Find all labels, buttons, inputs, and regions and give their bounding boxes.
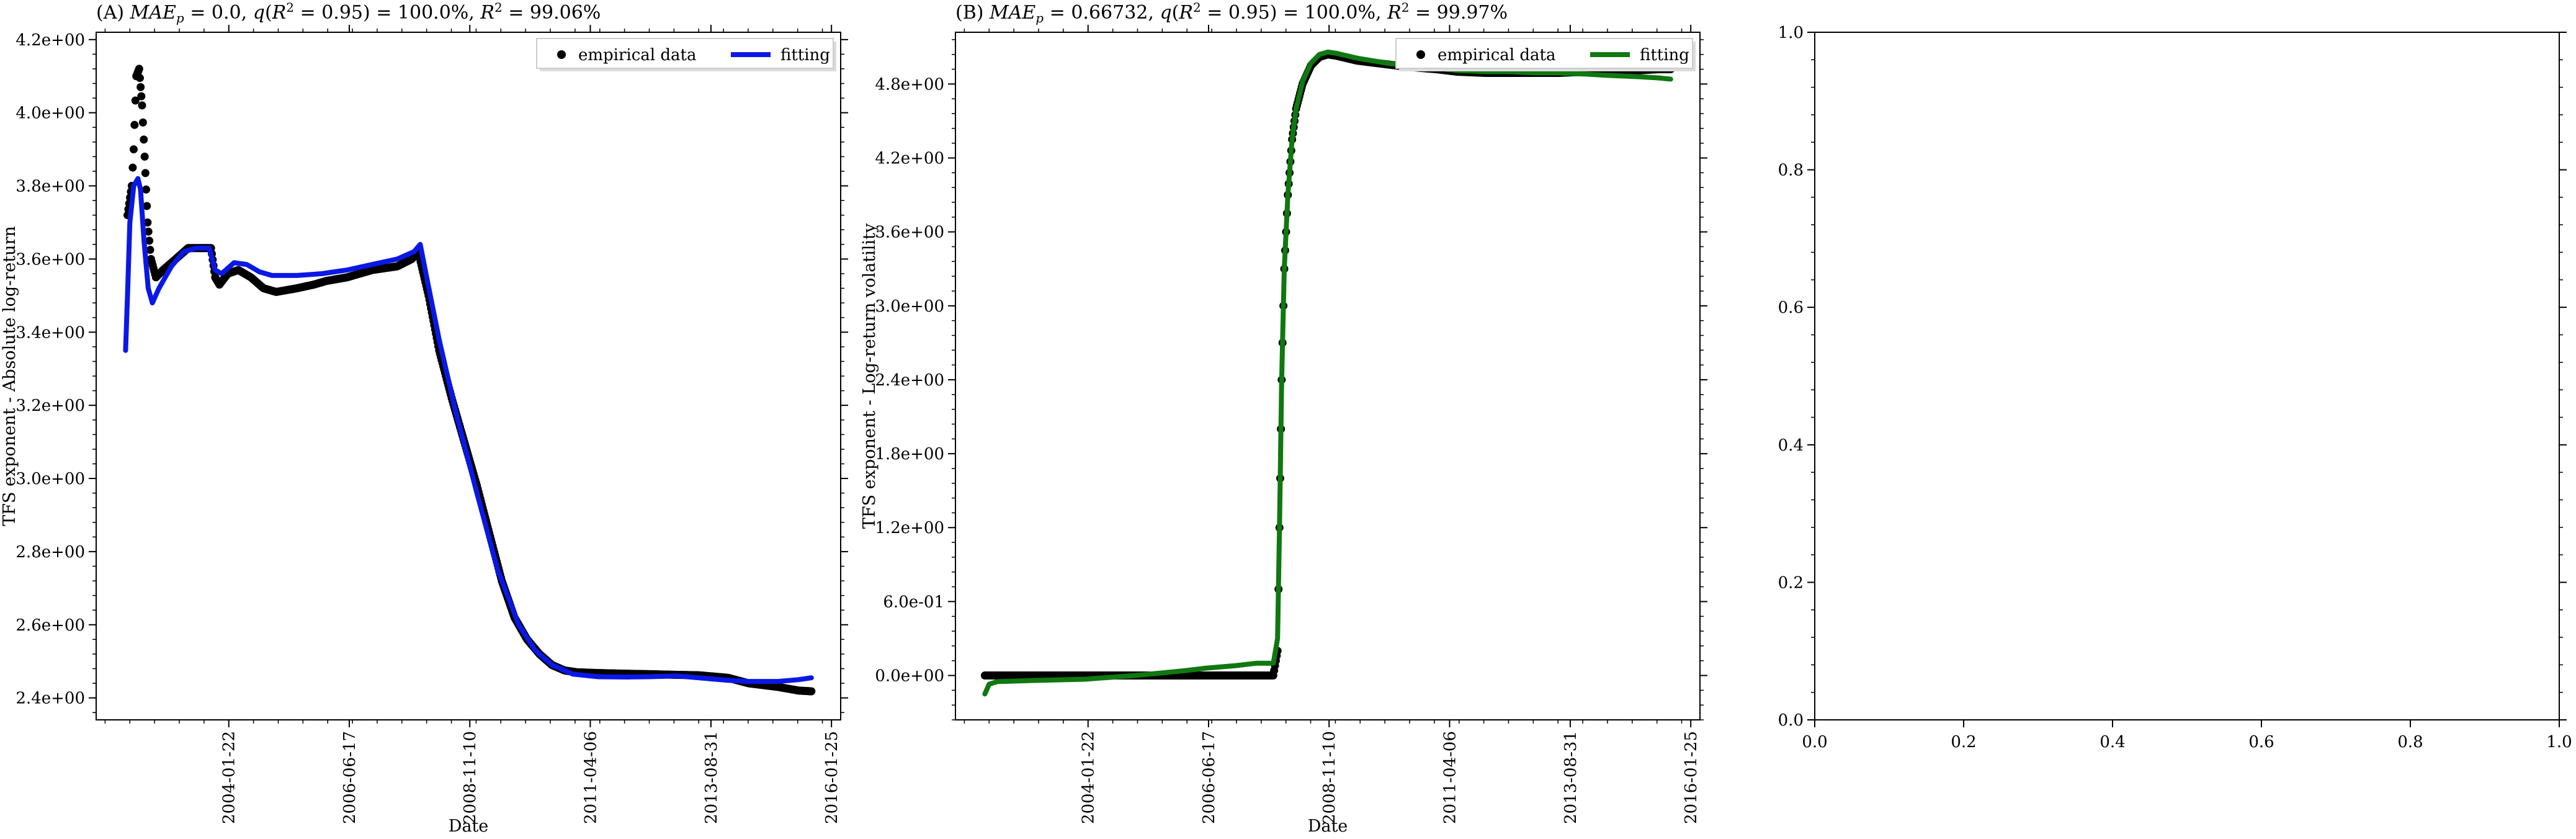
panel-a-title: (A) MAEp = 0.0, q(R2 = 0.95) = 100.0%, R… [96,0,601,25]
panel-b-y-axis-label: TFS exponent - Log-return volatility [860,223,879,529]
panel-b-legend-marker-empirical [1416,50,1425,59]
panel-a: (A) MAEp = 0.0, q(R2 = 0.95) = 100.0%, R… [0,0,848,836]
panel-a-empirical-point [135,65,143,73]
panel-a-empirical-point [140,135,148,144]
panel-b-x-tick-label: 2016-01-25 [1682,731,1701,824]
panel-b-legend-box [1395,38,1693,69]
panel-a-x-tick-label: 2016-01-25 [823,731,841,824]
panel-b-y-tick-label: 6.0e-01 [883,593,944,611]
panel-b: (B) MAEp = 0.66732, q(R2 = 0.95) = 100.0… [860,0,1707,836]
panel-b-legend: empirical data fitting [1395,38,1696,71]
panel-b-y-tick-label: 1.2e+00 [875,519,944,537]
panel-a-legend-marker-empirical [557,50,566,59]
panel-a-x-tick-label: 2008-11-10 [461,731,480,824]
panel-c-y-tick-label: 0.8 [1778,161,1804,180]
panel-a-y-axis-label: TFS exponent - Absolute log-return [0,226,19,526]
panel-a-x-tick-label: 2004-01-22 [220,731,239,824]
panel-c: 0.0 0.2 0.4 0.6 0.8 1.0 0.0 0.2 0.4 0.6 0.8 1.0 [1778,24,2572,752]
panel-a-legend-label-fitting: fitting [780,46,830,65]
panel-a-empirical-point [130,120,139,129]
panel-a-frame [96,32,841,720]
panel-b-x-tick-label: 2011-04-06 [1441,731,1459,824]
panel-a-empirical-point [141,169,150,177]
panel-a-empirical-point [135,74,144,83]
panel-c-x-tick-label: 0.8 [2397,733,2423,752]
panel-c-y-tick-label: 0.2 [1778,573,1804,592]
panel-b-y-tick-label: 0.0e+00 [875,667,944,686]
panel-a-x-tick-label: 2006-06-17 [341,731,359,824]
panel-b-frame [955,32,1701,720]
panel-a-y-tick-label: 3.2e+00 [16,397,85,415]
panel-c-y-tick-label: 0.4 [1778,436,1804,455]
panel-a-empirical-point [144,227,153,236]
panel-a-empirical-point [136,83,145,91]
panel-a-empirical-point [137,92,146,101]
panel-c-x-tick-label: 0.6 [2248,733,2274,752]
panel-c-x-tick-label: 1.0 [2546,733,2572,752]
panel-a-y-tick-label: 3.6e+00 [16,250,85,269]
panel-b-legend-label-empirical: empirical data [1438,46,1555,65]
panel-a-y-tick-label: 3.0e+00 [16,470,85,488]
panel-c-y-tick-label: 1.0 [1778,24,1804,42]
panel-b-y-tick-label: 2.4e+00 [875,371,944,390]
panel-a-empirical-point [131,96,140,105]
panel-a-y-tick-label: 2.6e+00 [16,616,85,635]
panel-b-y-tick-label: 3.6e+00 [875,223,944,242]
panel-b-y-tick-label: 1.8e+00 [875,445,944,464]
panel-a-y-tick-label: 2.8e+00 [16,543,85,562]
panel-a-empirical-point [128,163,137,172]
panel-b-legend-label-fitting: fitting [1640,46,1689,65]
panel-b-title: (B) MAEp = 0.66732, q(R2 = 0.95) = 100.0… [955,0,1508,25]
panel-a-empirical-point [140,152,149,161]
panel-a-y-tick-label: 3.4e+00 [16,323,85,342]
panel-a-fitting-line [123,176,814,684]
panel-a-x-axis-label: Date [449,817,489,836]
panel-a-empirical-point [146,246,154,254]
panel-a-legend: empirical data fitting [536,38,836,71]
panel-c-plot-area: 0.0 0.2 0.4 0.6 0.8 1.0 0.0 0.2 0.4 0.6 0.8 1.0 [1778,24,2572,752]
panel-a-empirical-point [138,118,147,127]
panel-c-x-tick-label: 0.4 [2100,733,2125,752]
panel-a-legend-box [536,38,834,69]
panel-b-x-tick-label: 2008-11-10 [1320,731,1339,824]
panel-b-y-tick-label: 3.0e+00 [875,297,944,316]
panel-a-y-tick-label: 4.0e+00 [16,104,85,123]
panel-a-empirical-point [138,101,146,110]
panel-a-y-tick-label: 2.4e+00 [16,689,85,708]
panel-b-x-tick-label: 2013-08-31 [1562,731,1580,824]
panel-b-x-tick-label: 2004-01-22 [1080,731,1098,824]
panel-a-y-tick-label: 4.2e+00 [16,31,85,50]
panel-c-frame [1814,32,2560,720]
panel-c-y-tick-label: 0.6 [1778,298,1804,317]
panel-a-empirical-point [142,185,151,194]
panel-b-y-tick-label: 4.8e+00 [875,75,944,94]
panel-b-y-tick-label: 4.2e+00 [875,150,944,168]
panel-a-y-tick-label: 3.8e+00 [16,177,85,196]
panel-b-x-axis-label: Date [1308,817,1348,836]
panel-a-x-tick-label: 2013-08-31 [702,731,721,824]
panel-b-x-tick-label: 2006-06-17 [1200,731,1219,824]
panel-b-fitting-line [982,49,1673,697]
panel-a-empirical-point [143,202,151,210]
panel-c-y-tick-label: 0.0 [1778,711,1804,730]
panel-a-legend-label-empirical: empirical data [578,46,696,65]
panel-c-x-tick-label: 0.2 [1951,733,1976,752]
panel-a-empirical-point [145,236,154,245]
panel-c-x-tick-label: 0.0 [1802,733,1827,752]
panel-a-x-tick-label: 2011-04-06 [581,731,600,824]
panel-a-plot-area: 2.4e+00 2.6e+00 2.8e+00 3.0e+00 3.2e+00 3.4e+… [16,25,848,824]
panel-a-empirical-point [129,145,138,154]
panel-a-empirical-point [807,687,816,696]
panel-a-empirical-point [143,218,152,227]
